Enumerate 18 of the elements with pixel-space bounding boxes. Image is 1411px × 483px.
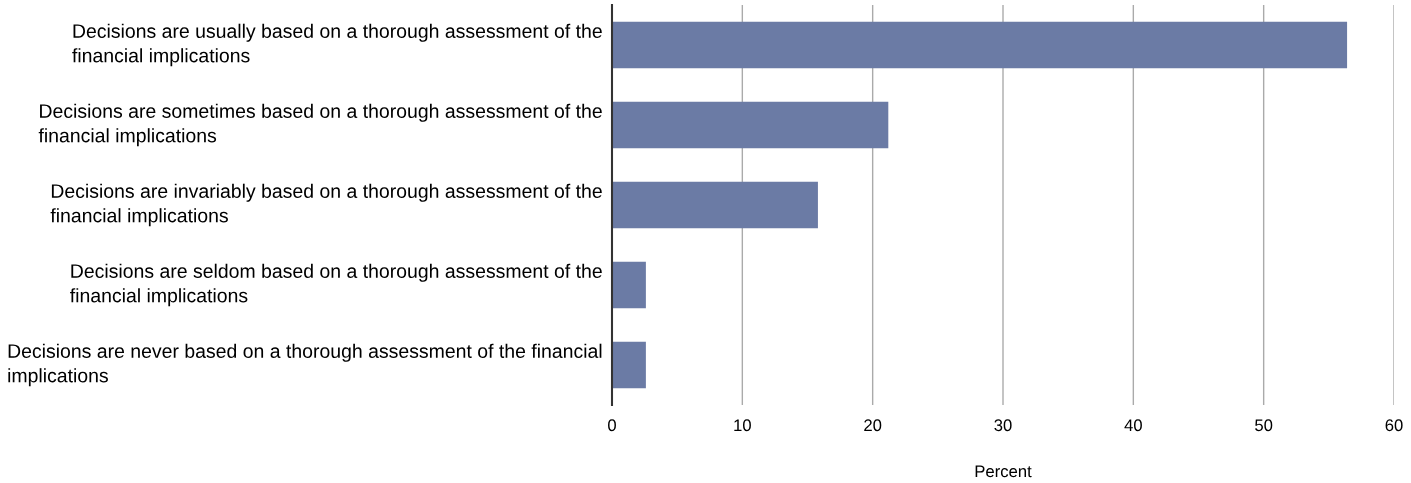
bar: [612, 341, 646, 389]
y-tick-label: Decisions are invariably based on a thorough assessment of the financial implications: [50, 183, 602, 227]
x-tick-label: 40: [1124, 419, 1142, 432]
y-tick-label: Decisions are sometimes based on a thorough assessment of the financial implications: [38, 103, 602, 147]
y-tick-label: Decisions are seldom based on a thorough assessment of the financial implications: [70, 263, 602, 307]
x-tick-label: 60: [1385, 419, 1403, 432]
x-tick-label: 30: [994, 419, 1012, 432]
x-tick-label: 0: [608, 419, 616, 432]
y-tick-label: Decisions are usually based on a thorough assessment of the financial implications: [72, 23, 602, 67]
x-tick-label: 10: [734, 419, 751, 432]
x-tick-label: 20: [864, 419, 882, 432]
y-tick-label: Decisions are never based on a thorough assessment of the financial implications: [8, 343, 602, 387]
bar: [612, 181, 818, 229]
bar: [612, 101, 889, 149]
x-axis-title: Percent: [975, 465, 1032, 478]
bar: [612, 261, 646, 309]
bar: [612, 21, 1348, 69]
x-tick-label: 50: [1255, 419, 1273, 432]
